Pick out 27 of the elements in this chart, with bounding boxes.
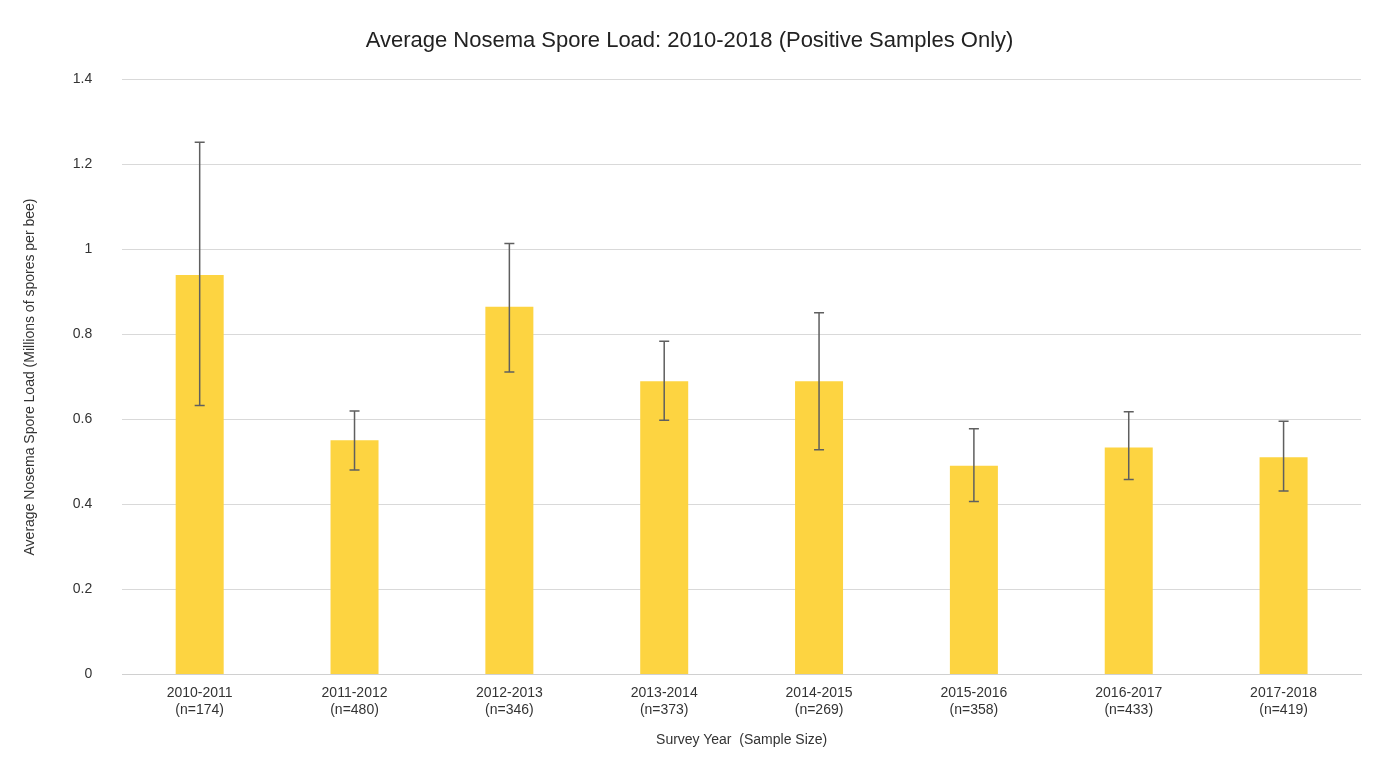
x-tick-label: 2012-2013 (n=346) (475, 683, 544, 717)
bar (1104, 447, 1153, 675)
y-tick-label: 1 (84, 240, 93, 257)
x-tick-label: 2014-2015 (n=269) (785, 683, 853, 717)
chart-title: Average Nosema Spore Load: 2010-2018 (Positive Samples Only) (365, 27, 1014, 53)
y-tick-label: 0 (84, 665, 93, 682)
x-tick-label: 2016-2017 (n=433) (1095, 683, 1163, 717)
x-tick-label: 2017-2018 (n=419) (1250, 683, 1318, 717)
x-tick-label: 2015-2016 (n=358) (940, 683, 1008, 717)
y-tick-label: 0.6 (72, 410, 93, 427)
y-tick-label: 1.2 (72, 155, 93, 172)
y-tick-label: 1.4 (72, 70, 93, 87)
bar (949, 465, 998, 675)
y-axis-title: Average Nosema Spore Load (Millions of spores per bee) (21, 198, 38, 556)
bar (485, 306, 534, 675)
y-tick-label: 0.8 (72, 325, 93, 342)
bar (175, 274, 224, 675)
x-tick-label: 2010-2011 (n=174) (166, 683, 233, 717)
bar (795, 381, 844, 675)
x-tick-label: 2011-2012 (n=480) (321, 683, 388, 717)
y-tick-label: 0.2 (72, 580, 93, 597)
x-tick-label: 2013-2014 (n=373) (630, 683, 698, 717)
bar (1259, 457, 1308, 675)
y-tick-label: 0.4 (72, 495, 93, 512)
bar (330, 440, 379, 675)
bar (640, 381, 689, 675)
x-axis-title: Survey Year (Sample Size) (656, 731, 828, 748)
